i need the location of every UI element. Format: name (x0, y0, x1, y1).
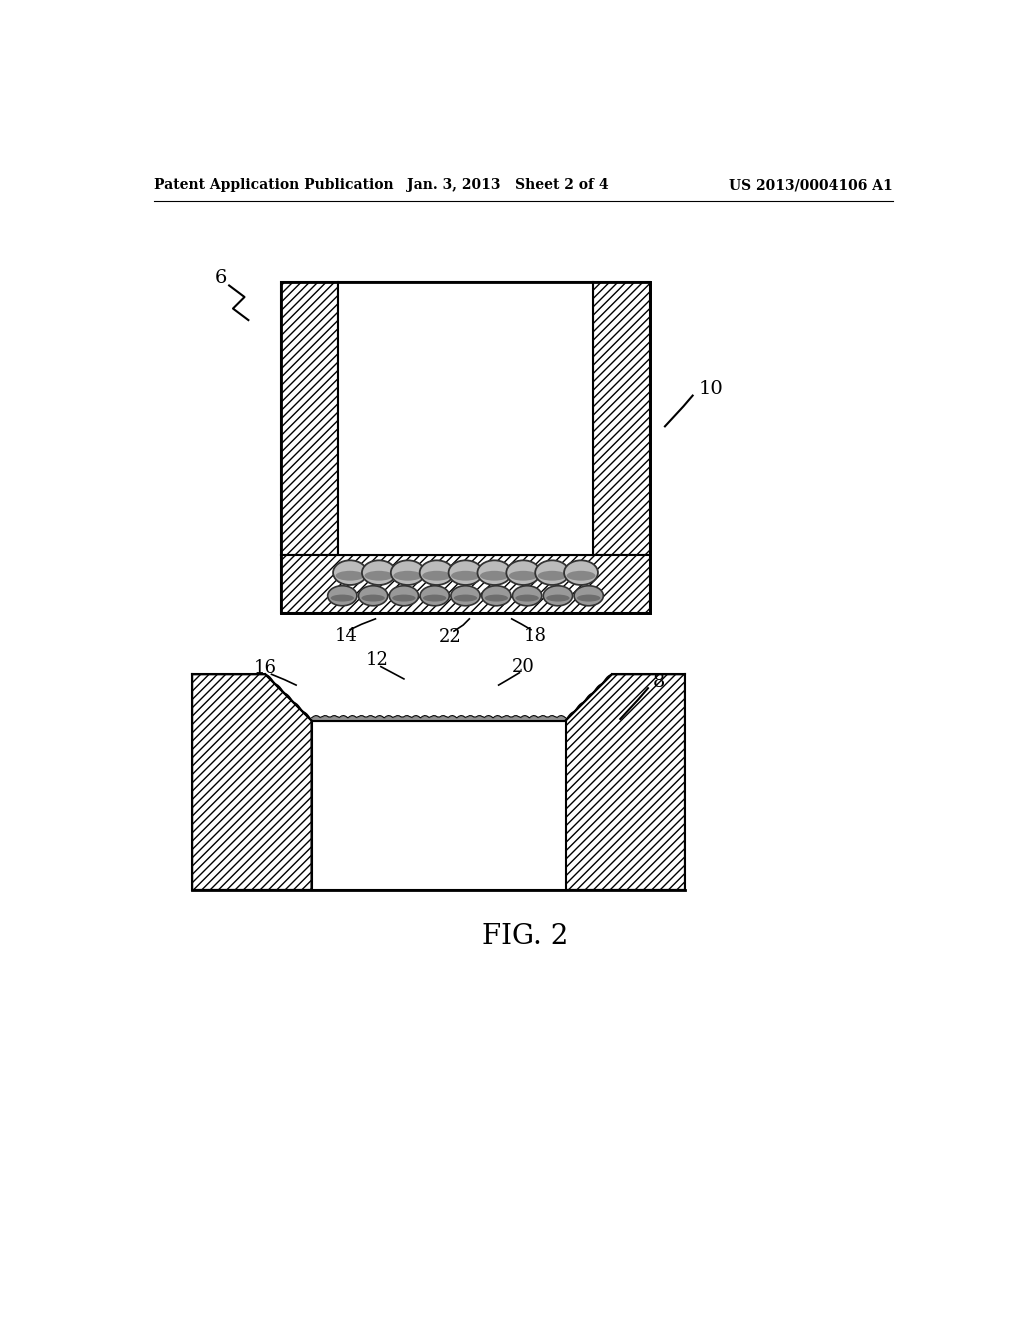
Ellipse shape (420, 560, 454, 585)
Ellipse shape (389, 586, 419, 606)
Ellipse shape (331, 594, 354, 602)
Ellipse shape (393, 570, 422, 581)
Ellipse shape (336, 570, 365, 581)
Ellipse shape (536, 560, 569, 585)
Ellipse shape (391, 560, 425, 585)
Ellipse shape (577, 594, 600, 602)
Text: 22: 22 (438, 628, 462, 647)
Text: Jan. 3, 2013   Sheet 2 of 4: Jan. 3, 2013 Sheet 2 of 4 (408, 178, 608, 193)
Ellipse shape (454, 594, 477, 602)
Text: US 2013/0004106 A1: US 2013/0004106 A1 (729, 178, 893, 193)
Ellipse shape (365, 570, 393, 581)
Ellipse shape (544, 586, 572, 606)
Ellipse shape (564, 560, 598, 585)
Ellipse shape (506, 560, 541, 585)
Ellipse shape (358, 586, 388, 606)
Text: Patent Application Publication: Patent Application Publication (154, 178, 393, 193)
Bar (593, 281, 650, 554)
Ellipse shape (328, 586, 357, 606)
Bar (339, 281, 593, 554)
Ellipse shape (484, 594, 508, 602)
Ellipse shape (481, 586, 511, 606)
Text: 18: 18 (523, 627, 547, 644)
Ellipse shape (512, 586, 542, 606)
Ellipse shape (423, 594, 446, 602)
Ellipse shape (420, 586, 450, 606)
Bar (281, 554, 650, 612)
Ellipse shape (574, 586, 603, 606)
Text: FIG. 2: FIG. 2 (481, 923, 568, 949)
Polygon shape (565, 675, 685, 890)
Text: 14: 14 (335, 627, 357, 644)
Text: 6: 6 (215, 269, 227, 286)
Bar (281, 281, 650, 612)
Ellipse shape (480, 570, 509, 581)
Ellipse shape (566, 570, 595, 581)
Text: 16: 16 (254, 659, 276, 677)
Ellipse shape (546, 594, 569, 602)
Bar (311, 721, 565, 890)
Ellipse shape (515, 594, 539, 602)
Ellipse shape (392, 594, 416, 602)
Ellipse shape (509, 570, 538, 581)
Ellipse shape (451, 586, 480, 606)
Ellipse shape (333, 560, 367, 585)
Ellipse shape (477, 560, 511, 585)
Bar (281, 281, 650, 612)
Ellipse shape (449, 560, 482, 585)
Text: 12: 12 (366, 652, 388, 669)
Bar (281, 281, 339, 554)
Text: 20: 20 (512, 657, 535, 676)
Ellipse shape (452, 570, 480, 581)
Text: 10: 10 (698, 380, 724, 399)
Ellipse shape (422, 570, 451, 581)
Ellipse shape (538, 570, 566, 581)
Polygon shape (193, 675, 311, 890)
Ellipse shape (361, 560, 396, 585)
Text: 8: 8 (652, 673, 665, 690)
Ellipse shape (361, 594, 385, 602)
